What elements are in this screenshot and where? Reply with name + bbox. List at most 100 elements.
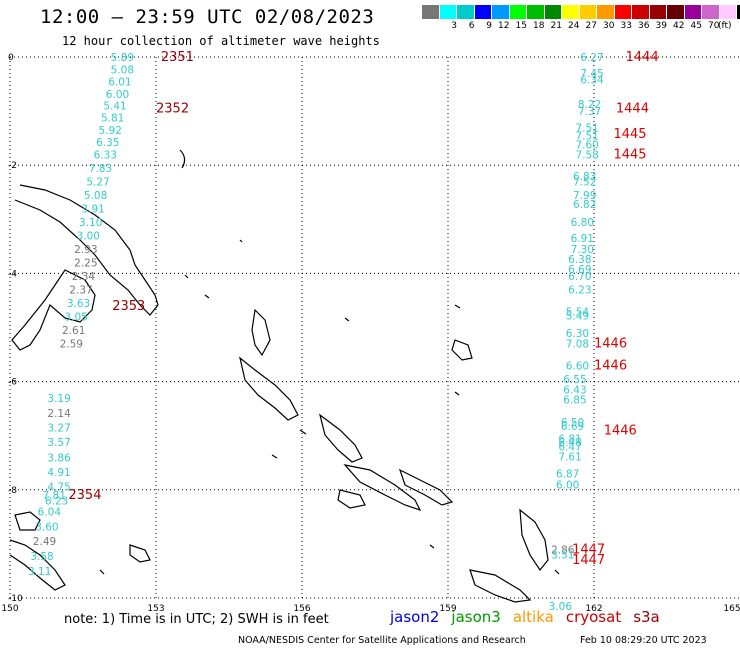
wave-height-label: 7.58 — [575, 149, 598, 161]
wave-height-label: 7.99 — [573, 190, 596, 202]
colorbar-label: 45 — [690, 21, 702, 31]
colorbar-swatch — [684, 5, 702, 19]
colorbar-unit: (ft) — [718, 21, 732, 31]
x-tick-label: 162 — [585, 604, 602, 614]
colorbar-label: 21 — [550, 21, 562, 31]
wave-height-label: 3.00 — [77, 231, 100, 243]
wave-height-label: 6.87 — [556, 469, 579, 481]
pass-time-label: 2354 — [68, 488, 101, 503]
y-tick-label: -8 — [8, 486, 17, 496]
wave-height-label: 6.80 — [571, 217, 594, 229]
wave-height-label: 3.06 — [549, 601, 573, 613]
colorbar-swatch — [597, 5, 615, 19]
pass-time-label: 1444 — [626, 50, 659, 65]
colorbar-swatch — [632, 5, 650, 19]
colorbar-swatch — [527, 5, 545, 19]
wave-height-label: 6.04 — [38, 506, 62, 518]
wave-height-label: 7.61 — [558, 451, 581, 463]
coastline — [429, 544, 560, 575]
pass-time-label: 1447 — [572, 542, 605, 557]
wave-height-label: 6.82 — [573, 199, 596, 211]
colorbar-label: 33 — [620, 21, 632, 31]
coastline — [14, 511, 41, 531]
colorbar-swatch — [579, 5, 597, 19]
colorbar-swatch — [649, 5, 667, 19]
x-tick-label: 165 — [723, 604, 740, 614]
wave-height-label: 3.27 — [47, 423, 70, 435]
wave-height-label: 2.86 — [551, 544, 575, 556]
colorbar-label: 30 — [603, 21, 615, 31]
colorbar-label: 39 — [655, 21, 667, 31]
wave-height-label: 7.51 — [575, 130, 598, 142]
wave-height-label: 6.48 — [558, 437, 581, 449]
wave-height-label: 7.83 — [89, 163, 112, 175]
wave-height-label: 6.23 — [45, 496, 68, 508]
wave-height-label: 3.91 — [81, 203, 104, 215]
coastline — [239, 356, 299, 421]
colorbar-label: 6 — [468, 21, 475, 31]
wave-height-label: 6.85 — [563, 394, 586, 406]
coastline — [184, 274, 210, 299]
wave-height-label: 2.49 — [33, 536, 56, 548]
wave-height-label: 3.10 — [79, 217, 102, 229]
pass-time-label: 1446 — [594, 337, 627, 352]
coastline — [398, 468, 454, 506]
footer-credit: NOAA/NESDIS Center for Satellite Applica… — [238, 635, 526, 646]
wave-height-label: 5.92 — [99, 125, 122, 137]
wave-height-label: 2.93 — [74, 244, 97, 256]
wave-height-label: 6.27 — [580, 52, 603, 64]
wave-height-label: 2.25 — [74, 258, 97, 270]
pass-time-label: 2352 — [156, 101, 189, 116]
wave-height-label: 2.14 — [47, 408, 71, 420]
coastline — [344, 304, 461, 322]
colorbar-swatch — [474, 5, 492, 19]
wave-height-label: 3.11 — [28, 566, 51, 578]
coastline — [251, 308, 271, 357]
colorbar-label: 9 — [486, 21, 492, 31]
wave-height-label: 6.38 — [568, 254, 591, 266]
colorbar-swatch — [667, 5, 685, 19]
wave-height-label: 6.81 — [558, 433, 581, 445]
colorbar-label: 15 — [515, 21, 527, 31]
legend-jason2: jason2 — [390, 608, 440, 626]
wave-height-label: 6.70 — [568, 271, 591, 283]
colorbar-swatch — [544, 5, 562, 19]
coastline — [343, 464, 422, 512]
wave-height-label: 7.37 — [578, 106, 601, 118]
coastline — [179, 149, 186, 169]
colorbar-swatch — [457, 5, 475, 19]
wave-height-label: 3.58 — [30, 551, 53, 563]
coastline — [451, 339, 473, 361]
wave-height-label: 2.61 — [62, 325, 85, 337]
wave-height-label: 3.05 — [64, 312, 87, 324]
colorbar-label: 27 — [585, 21, 597, 31]
wave-height-label: 5.08 — [111, 64, 134, 76]
coastline — [99, 569, 105, 575]
wave-height-label: 5.81 — [101, 113, 124, 125]
satellite-legend: jason2 jason3 altika cryosat s3a — [390, 608, 672, 626]
x-tick-label: 150 — [1, 604, 18, 614]
wave-height-label: 6.01 — [108, 76, 131, 88]
wave-height-label: 7.45 — [580, 68, 603, 80]
wave-height-label: 6.34 — [580, 75, 604, 87]
wave-height-label: 7.08 — [566, 339, 589, 351]
wave-height-label: 6.60 — [566, 360, 589, 372]
wave-height-label: 6.47 — [558, 442, 581, 454]
wave-height-label: 6.33 — [94, 149, 117, 161]
wave-height-label: 6.35 — [96, 137, 119, 149]
pass-time-label: 2353 — [112, 299, 145, 314]
wave-height-label: 5.08 — [84, 190, 107, 202]
wave-height-label: 2.59 — [60, 339, 83, 351]
wave-height-label: 5.49 — [566, 311, 589, 323]
colorbar-label: 42 — [673, 21, 685, 31]
legend-s3a: s3a — [633, 608, 660, 626]
wave-height-label: 3.57 — [47, 437, 70, 449]
colorbar-swatch — [702, 5, 720, 19]
coastline — [454, 391, 460, 396]
wave-height-label: 6.30 — [566, 328, 589, 340]
legend-altika: altika — [512, 608, 554, 626]
pass-time-label: 2351 — [161, 50, 194, 65]
x-tick-label: 156 — [293, 604, 310, 614]
wave-height-label: 6.23 — [568, 285, 591, 297]
